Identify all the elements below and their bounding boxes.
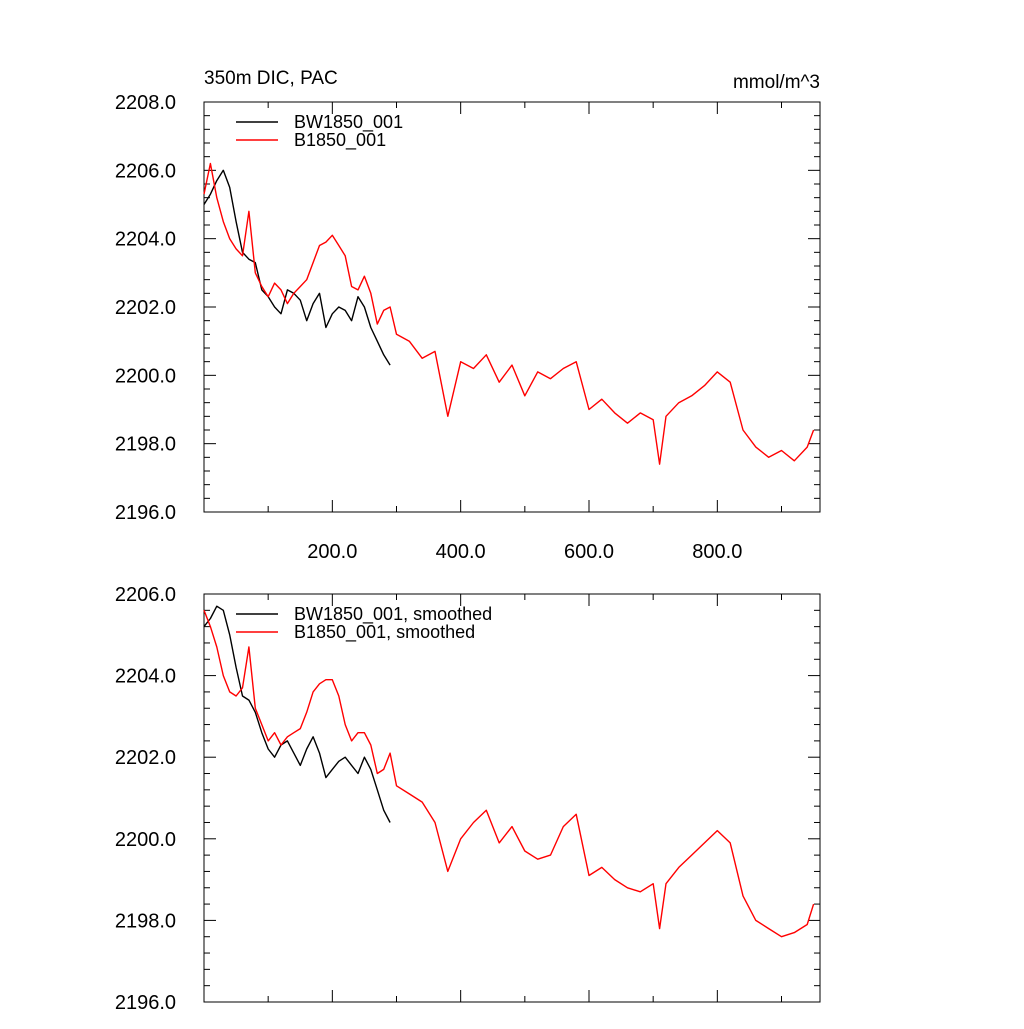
series-line-b1850 xyxy=(203,610,815,938)
plot-frame xyxy=(203,593,821,1003)
y-tick-label: 2206.0 xyxy=(115,160,176,182)
y-tick-label: 2202.0 xyxy=(115,747,176,769)
y-tick-label: 2200.0 xyxy=(115,829,176,851)
series-line-b1850 xyxy=(203,162,815,465)
y-tick-label: 2200.0 xyxy=(115,365,176,387)
legend-label: BW1850_001 xyxy=(294,112,403,133)
top-panel: 2196.0 2198.0 2200.0 2202.0 2204.0 2206.0 2208… xyxy=(115,92,821,563)
y-tick-label: 2198.0 xyxy=(115,910,176,932)
plot-frame xyxy=(203,101,821,513)
x-tick-label: 800.0 xyxy=(692,541,742,563)
y-tick-label: 2196.0 xyxy=(115,502,176,524)
y-tick-label: 2202.0 xyxy=(115,297,176,319)
series-line-bw1850 xyxy=(203,169,391,366)
legend-label: B1850_001 xyxy=(294,130,386,151)
y-tick-label: 2208.0 xyxy=(115,92,176,114)
y-tick-label: 2206.0 xyxy=(115,584,176,606)
y-tick-label: 2204.0 xyxy=(115,666,176,688)
series-line-bw1850 xyxy=(203,605,391,823)
y-tick-label: 2198.0 xyxy=(115,434,176,456)
bottom-panel: 2196.0 2198.0 2200.0 2202.0 2204.0 2206.0 BW18… xyxy=(115,584,821,1014)
chart-title-left: 350m DIC, PAC xyxy=(204,68,338,89)
chart-units-label: mmol/m^3 xyxy=(733,72,820,93)
legend-label: B1850_001, smoothed xyxy=(294,622,475,643)
x-tick-label: 600.0 xyxy=(564,541,614,563)
x-tick-label: 400.0 xyxy=(436,541,486,563)
y-tick-label: 2196.0 xyxy=(115,992,176,1014)
y-tick-label: 2204.0 xyxy=(115,229,176,251)
x-tick-label: 200.0 xyxy=(307,541,357,563)
legend-label: BW1850_001, smoothed xyxy=(294,604,492,625)
